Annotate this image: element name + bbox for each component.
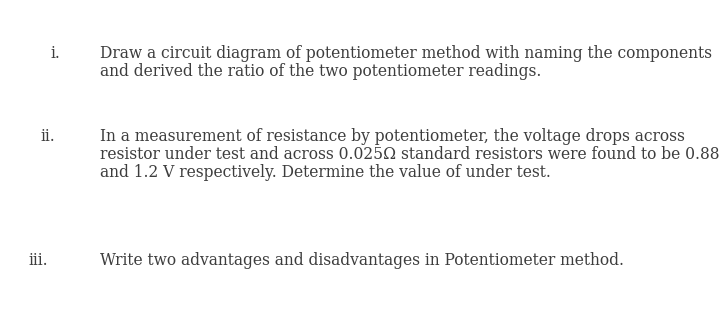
Text: and derived the ratio of the two potentiometer readings.: and derived the ratio of the two potenti… [100, 63, 541, 80]
Text: iii.: iii. [28, 252, 48, 269]
Text: i.: i. [50, 45, 60, 62]
Text: Draw a circuit diagram of potentiometer method with naming the components: Draw a circuit diagram of potentiometer … [100, 45, 712, 62]
Text: resistor under test and across 0.025Ω standard resistors were found to be 0.882V: resistor under test and across 0.025Ω st… [100, 146, 720, 163]
Text: and 1.2 V respectively. Determine the value of under test.: and 1.2 V respectively. Determine the va… [100, 164, 551, 181]
Text: ii.: ii. [40, 128, 55, 145]
Text: In a measurement of resistance by potentiometer, the voltage drops across: In a measurement of resistance by potent… [100, 128, 685, 145]
Text: Write two advantages and disadvantages in Potentiometer method.: Write two advantages and disadvantages i… [100, 252, 624, 269]
